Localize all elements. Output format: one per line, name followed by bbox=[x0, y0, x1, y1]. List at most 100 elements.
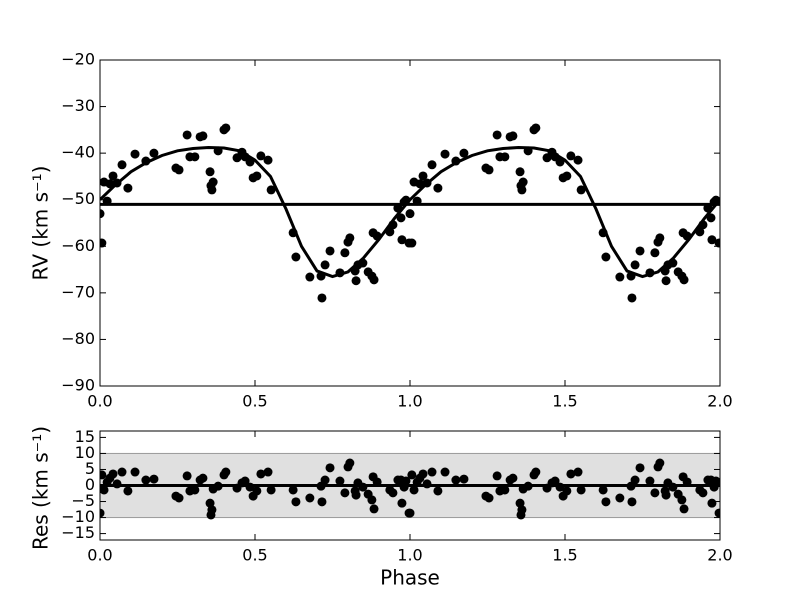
point bbox=[198, 473, 208, 483]
point bbox=[440, 149, 450, 159]
point bbox=[117, 160, 127, 170]
point bbox=[576, 485, 586, 495]
point bbox=[117, 467, 127, 477]
point bbox=[517, 185, 527, 195]
point bbox=[668, 258, 678, 268]
point bbox=[182, 471, 192, 481]
x-tick-label: 0.0 bbox=[87, 546, 112, 565]
point bbox=[245, 157, 255, 167]
point bbox=[707, 498, 717, 508]
point bbox=[508, 131, 518, 141]
point bbox=[433, 183, 443, 193]
point bbox=[573, 467, 583, 477]
point bbox=[190, 152, 200, 162]
point bbox=[679, 275, 689, 285]
point bbox=[412, 196, 422, 206]
point bbox=[531, 467, 541, 477]
x-tick-label: 2.0 bbox=[707, 392, 732, 411]
point bbox=[645, 268, 655, 278]
point bbox=[714, 508, 720, 518]
point bbox=[372, 231, 382, 241]
point bbox=[108, 171, 118, 181]
point bbox=[500, 152, 510, 162]
point bbox=[208, 177, 218, 187]
point bbox=[566, 151, 576, 161]
y-tick-label: −50 bbox=[61, 189, 95, 208]
point bbox=[141, 475, 151, 485]
point bbox=[396, 213, 406, 223]
x-tick-label: 1.0 bbox=[397, 392, 422, 411]
point bbox=[351, 490, 361, 500]
point bbox=[141, 156, 151, 166]
point bbox=[317, 293, 327, 303]
y-tick-label: −5 bbox=[71, 491, 95, 510]
point bbox=[440, 467, 450, 477]
y-tick-label: 5 bbox=[85, 459, 95, 478]
point bbox=[601, 497, 611, 507]
point bbox=[451, 475, 461, 485]
point bbox=[288, 228, 298, 238]
y-axis-label: Res (km s⁻¹) bbox=[29, 426, 53, 550]
point bbox=[335, 476, 345, 486]
point bbox=[459, 148, 469, 158]
point bbox=[340, 248, 350, 258]
point bbox=[100, 209, 105, 219]
point bbox=[123, 183, 133, 193]
point bbox=[325, 463, 335, 473]
point bbox=[630, 260, 640, 270]
y-tick-label: 0 bbox=[85, 475, 95, 494]
x-axis-label: Phase bbox=[380, 566, 440, 590]
point bbox=[650, 248, 660, 258]
point bbox=[335, 268, 345, 278]
point bbox=[345, 458, 355, 468]
y-tick-label: −90 bbox=[61, 376, 95, 395]
point bbox=[388, 488, 398, 498]
point bbox=[397, 235, 407, 245]
point bbox=[405, 209, 415, 219]
y-tick-label: −40 bbox=[61, 143, 95, 162]
point bbox=[198, 131, 208, 141]
point bbox=[369, 275, 379, 285]
point bbox=[703, 203, 713, 213]
point bbox=[367, 495, 377, 505]
point bbox=[682, 231, 692, 241]
x-tick-label: 2.0 bbox=[707, 546, 732, 565]
point bbox=[205, 167, 215, 177]
point bbox=[393, 203, 403, 213]
point bbox=[661, 276, 671, 286]
point bbox=[706, 213, 716, 223]
point bbox=[635, 463, 645, 473]
point bbox=[288, 485, 298, 495]
point bbox=[401, 476, 411, 486]
point bbox=[484, 165, 494, 175]
point bbox=[221, 123, 231, 133]
point bbox=[340, 488, 350, 498]
point bbox=[266, 185, 276, 195]
point bbox=[130, 149, 140, 159]
point bbox=[108, 469, 118, 479]
x-tick-label: 0.5 bbox=[242, 392, 267, 411]
point bbox=[305, 493, 315, 503]
point bbox=[207, 505, 217, 515]
point bbox=[256, 469, 266, 479]
point bbox=[401, 195, 411, 205]
point bbox=[562, 486, 572, 496]
point bbox=[256, 151, 266, 161]
point bbox=[397, 498, 407, 508]
point bbox=[100, 470, 107, 480]
point bbox=[388, 220, 398, 230]
point bbox=[523, 481, 533, 491]
point bbox=[221, 467, 231, 477]
y-tick-label: −30 bbox=[61, 96, 95, 115]
y-tick-label: −60 bbox=[61, 236, 95, 255]
point bbox=[576, 185, 586, 195]
point bbox=[555, 157, 565, 167]
point bbox=[358, 482, 368, 492]
point bbox=[291, 252, 301, 262]
point bbox=[550, 476, 560, 486]
point bbox=[698, 220, 708, 230]
point bbox=[372, 477, 382, 487]
point bbox=[427, 467, 437, 477]
point bbox=[707, 235, 717, 245]
